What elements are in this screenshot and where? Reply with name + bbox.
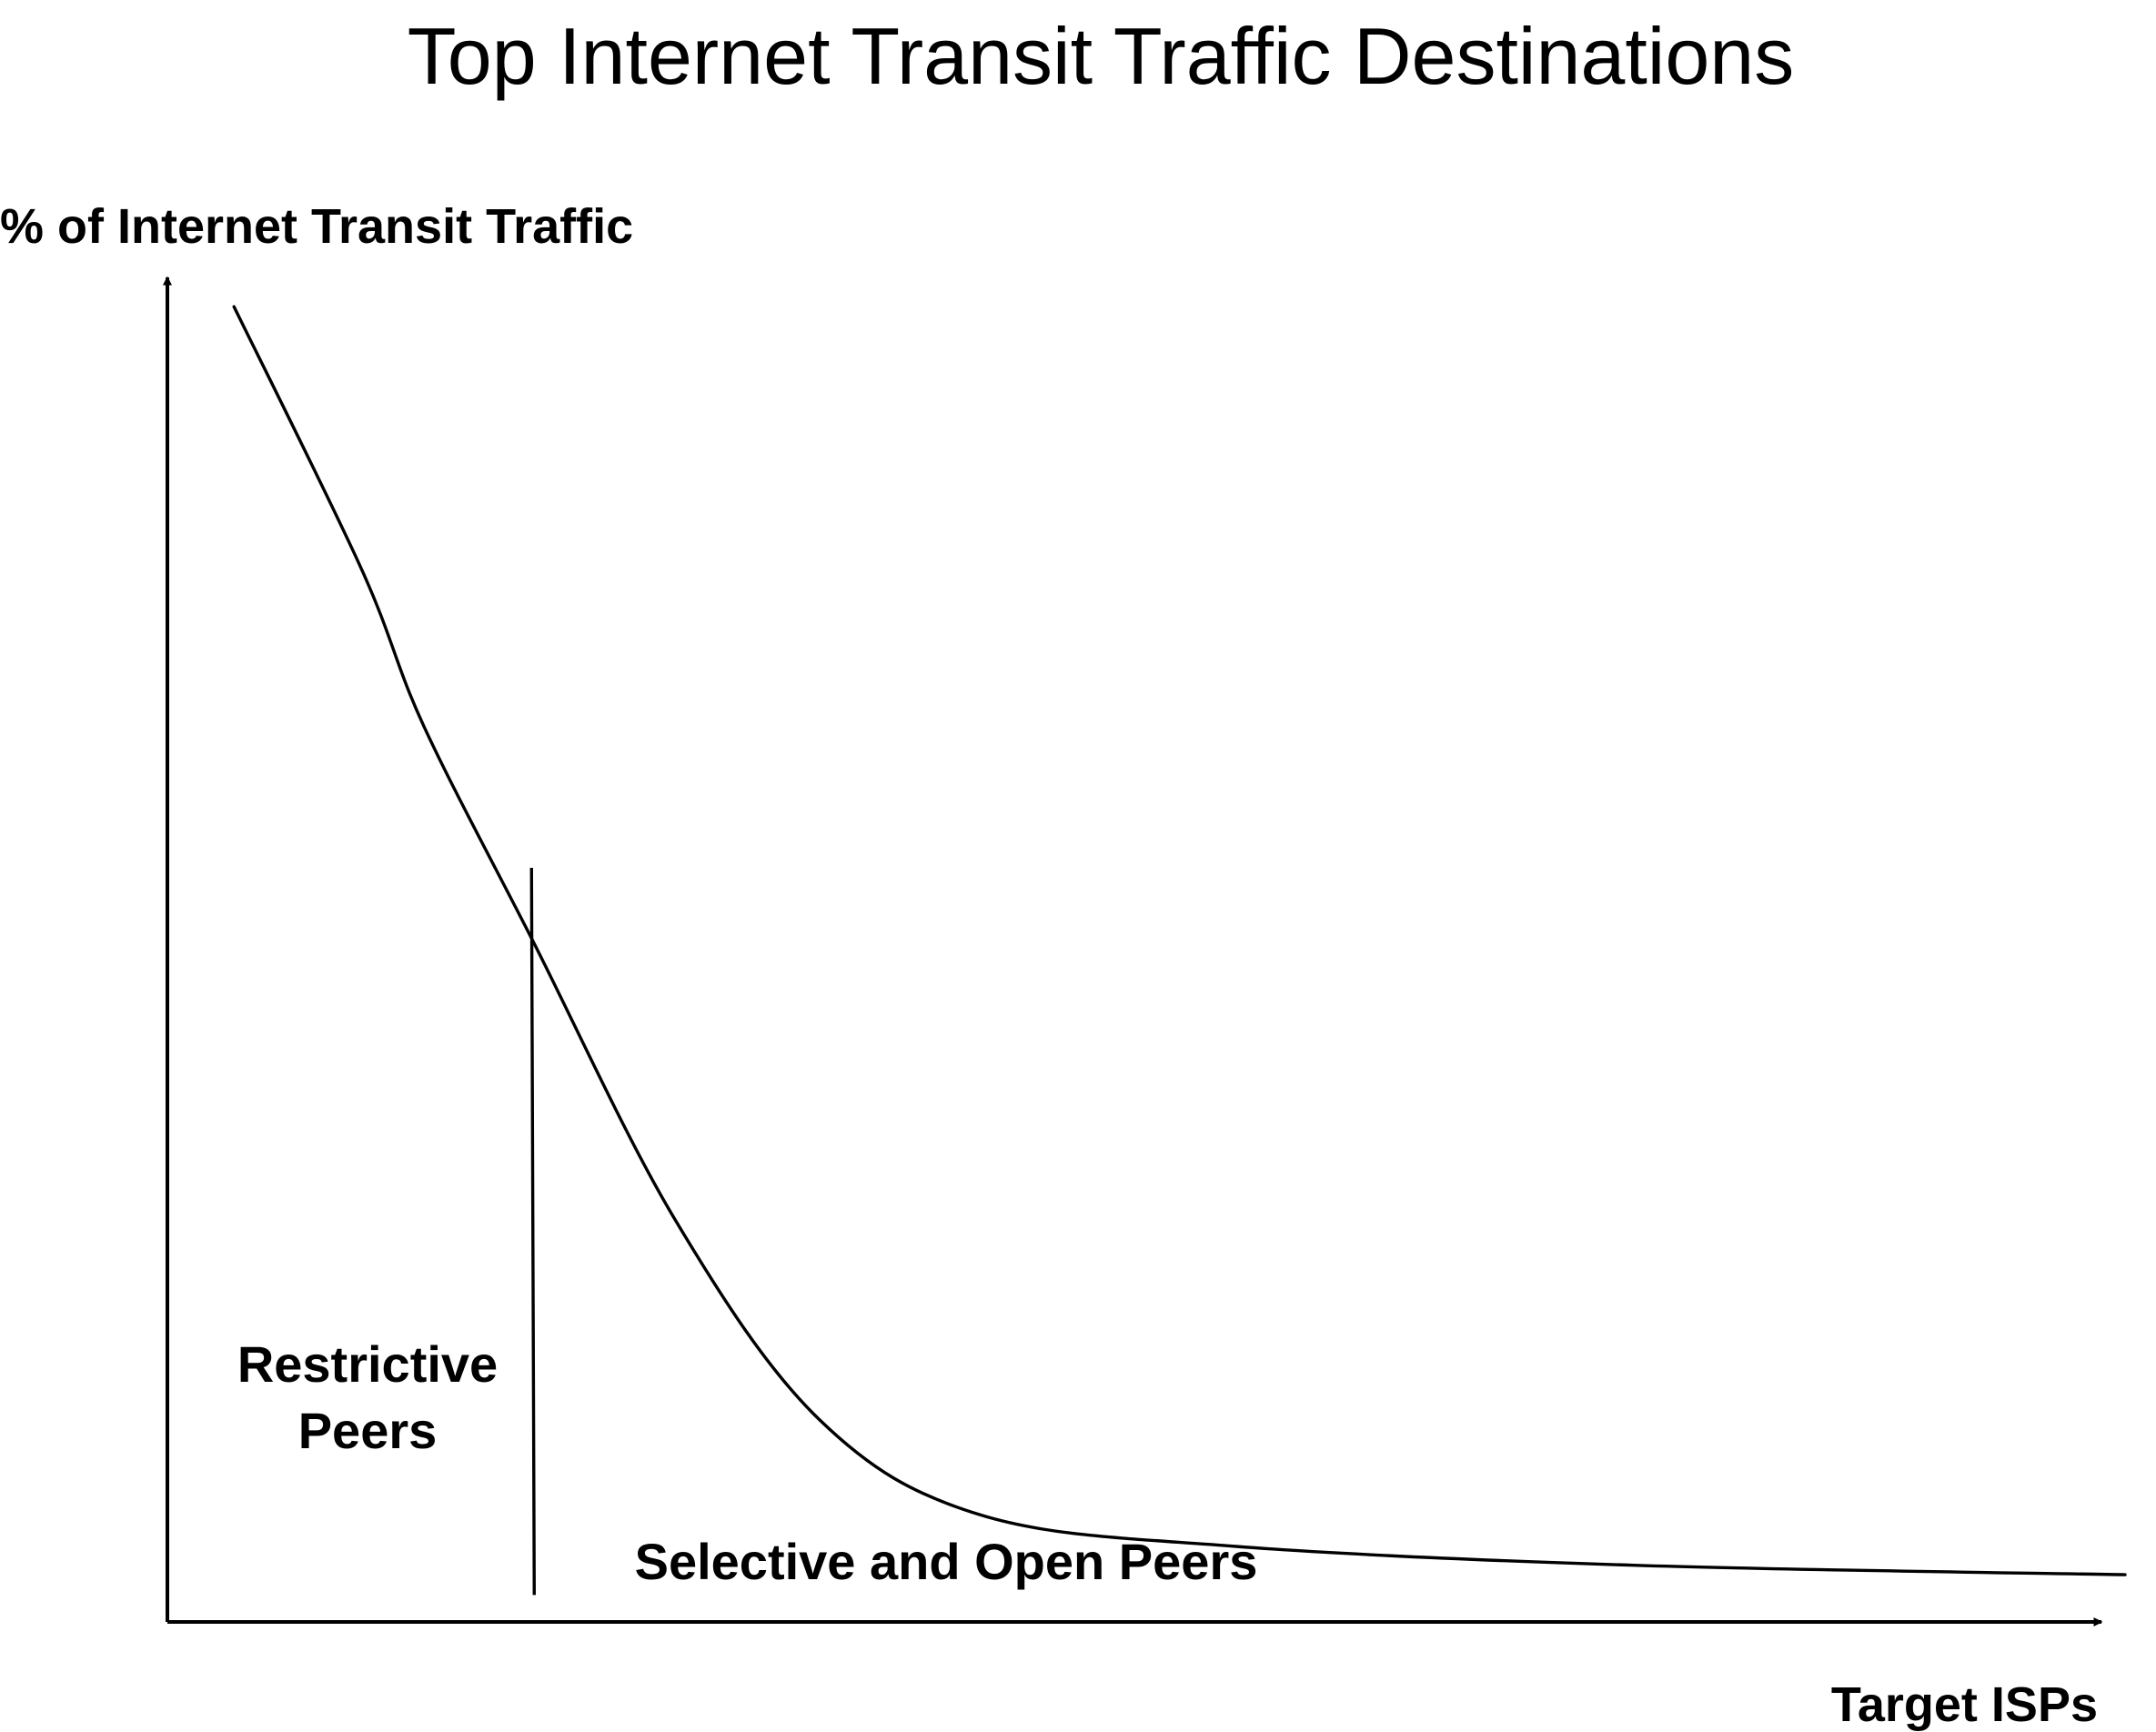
x-axis-label: Target ISPs [1831,1677,2098,1732]
restrictive-peers-label-line2: Peers [298,1402,438,1459]
series-line [232,305,2127,1576]
divider-line [529,867,536,1596]
selective-open-peers-label: Selective and Open Peers [635,1533,1258,1590]
chart-title: Top Internet Transit Traffic Destination… [408,11,1794,101]
restrictive-peers-label-line1: Restrictive [237,1335,498,1393]
y-axis-label: % of Internet Transit Traffic [0,199,633,254]
